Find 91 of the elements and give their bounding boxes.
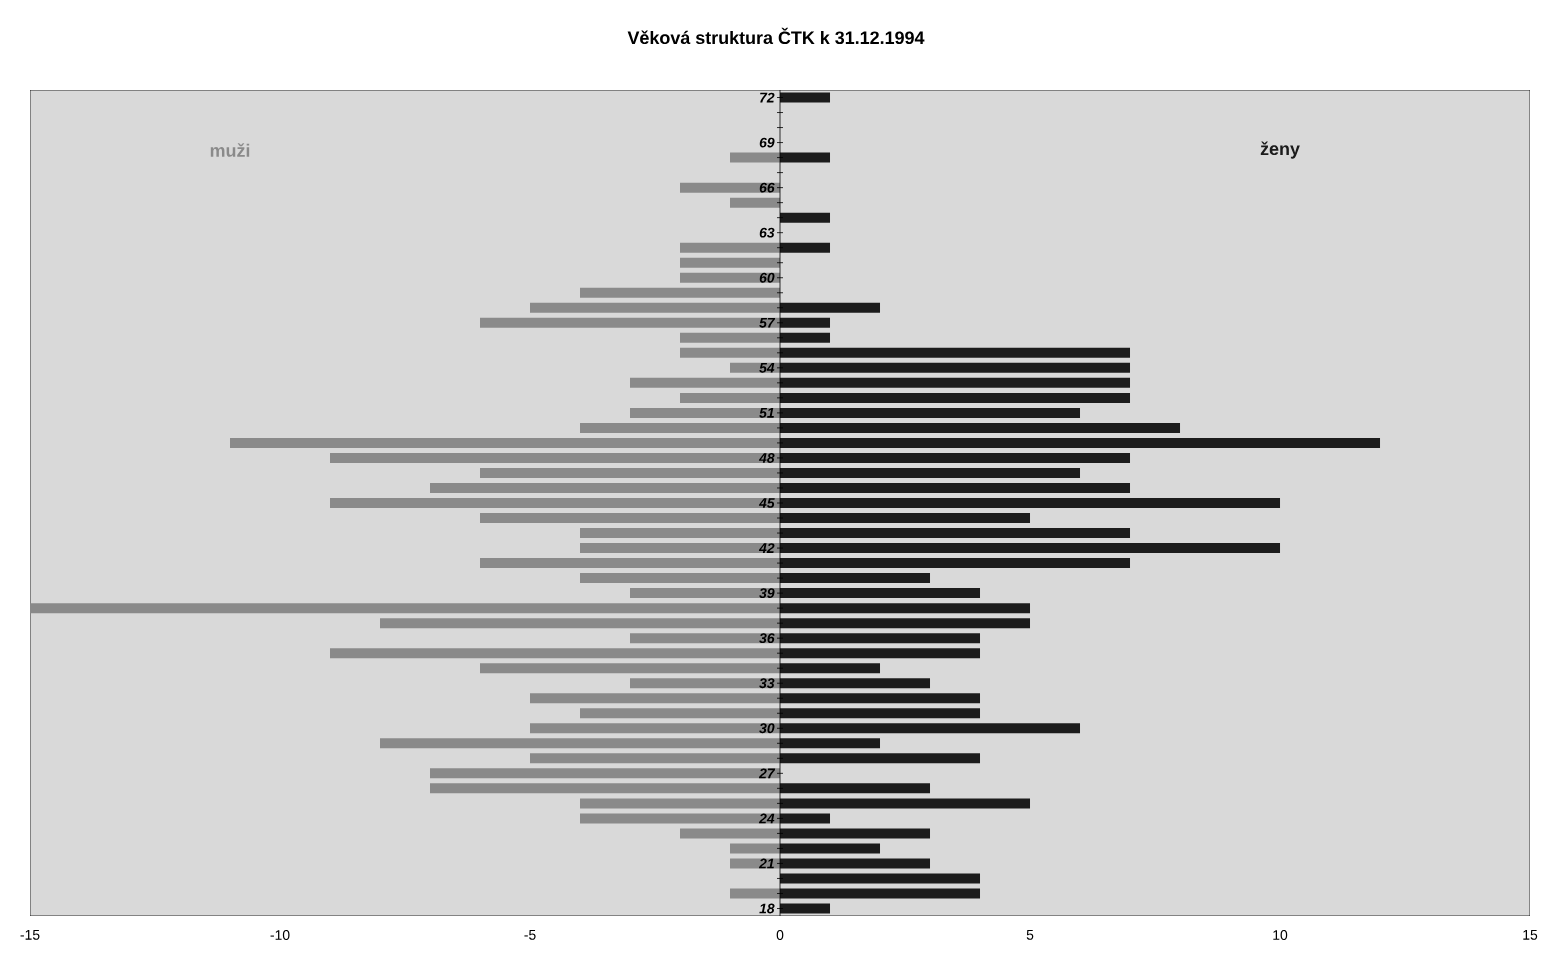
bar <box>780 708 981 719</box>
bar <box>780 648 981 659</box>
bar <box>580 708 781 719</box>
bar <box>680 257 781 268</box>
bar <box>330 498 781 509</box>
bar <box>680 182 781 193</box>
bar <box>780 588 981 599</box>
bar <box>780 422 1181 433</box>
bar <box>780 633 981 644</box>
bar <box>780 738 881 749</box>
bar <box>780 843 881 854</box>
bar <box>380 738 781 749</box>
bar <box>780 92 831 103</box>
bar <box>30 603 781 614</box>
bar <box>780 302 881 313</box>
bar <box>680 332 781 343</box>
bar <box>780 618 1031 629</box>
bar <box>780 452 1131 463</box>
bar <box>630 377 781 388</box>
bar <box>780 212 831 223</box>
bar <box>580 543 781 554</box>
bar <box>780 558 1131 569</box>
bar <box>330 648 781 659</box>
bar <box>430 768 781 779</box>
bar <box>780 242 831 253</box>
bar <box>680 347 781 358</box>
bar <box>630 407 781 418</box>
bar <box>480 513 781 524</box>
bar <box>580 813 781 824</box>
bar <box>780 603 1031 614</box>
bar <box>780 347 1131 358</box>
bar <box>780 498 1281 509</box>
bar <box>230 437 781 448</box>
bar <box>480 317 781 328</box>
bar <box>530 693 781 704</box>
bar <box>780 783 931 794</box>
bar <box>430 783 781 794</box>
bar <box>580 798 781 809</box>
bar <box>680 272 781 283</box>
bar <box>780 377 1131 388</box>
bar <box>730 197 781 208</box>
bar <box>780 678 931 689</box>
bar <box>780 753 981 764</box>
bar <box>780 513 1031 524</box>
bar <box>780 828 931 839</box>
bar <box>780 362 1131 373</box>
bar <box>780 693 981 704</box>
bar <box>680 242 781 253</box>
bar <box>480 467 781 478</box>
bar <box>730 888 781 899</box>
bar <box>630 633 781 644</box>
bar <box>780 858 931 869</box>
bar <box>780 798 1031 809</box>
bar <box>380 618 781 629</box>
bar <box>730 843 781 854</box>
bar <box>780 873 981 884</box>
bar <box>580 528 781 539</box>
bar <box>530 723 781 734</box>
text: muži <box>210 143 250 157</box>
bar <box>630 588 781 599</box>
bar <box>480 663 781 674</box>
bar <box>780 573 931 584</box>
bar <box>580 422 781 433</box>
bar <box>780 407 1081 418</box>
bar <box>780 723 1081 734</box>
bar <box>780 482 1131 493</box>
bar <box>480 558 781 569</box>
bar <box>630 678 781 689</box>
bar <box>580 573 781 584</box>
bar <box>780 152 831 163</box>
bar <box>780 813 831 824</box>
bar <box>780 888 981 899</box>
bar <box>580 287 781 298</box>
bar <box>430 482 781 493</box>
bar <box>530 753 781 764</box>
chart-title: Věková struktura ČTK k 31.12.1994 <box>627 27 925 45</box>
bar <box>780 543 1281 554</box>
bar <box>680 828 781 839</box>
bar <box>330 452 781 463</box>
bar <box>780 467 1081 478</box>
bar <box>780 332 831 343</box>
bar <box>780 528 1131 539</box>
text: ženy <box>1260 141 1300 159</box>
bar <box>530 302 781 313</box>
bar <box>780 317 831 328</box>
bar <box>780 663 881 674</box>
bar <box>730 152 781 163</box>
bar <box>780 392 1131 403</box>
bar <box>780 437 1381 448</box>
bar <box>780 903 831 914</box>
bar <box>680 392 781 403</box>
